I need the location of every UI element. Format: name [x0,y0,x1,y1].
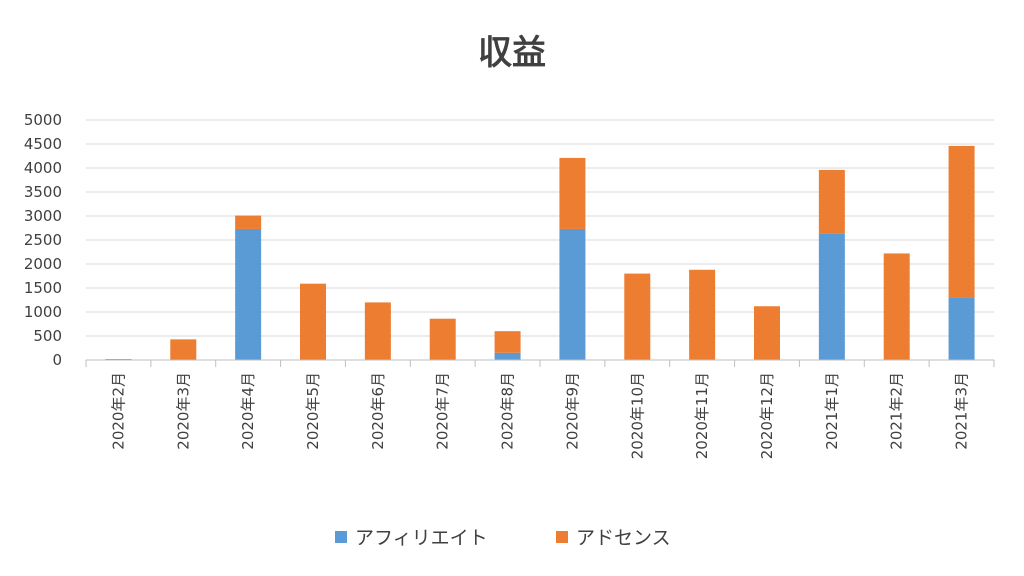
y-tick-label: 4000 [24,159,62,177]
legend-swatch [335,531,347,543]
x-tick-label: 2020年3月 [174,372,192,450]
y-tick-label: 2500 [24,231,62,249]
x-axis: 2020年2月 2020年3月 2020年4月 2020年5月 2020年6月 2020年… [85,359,995,459]
bar-segment-adsense [494,331,521,353]
y-tick-label: 1500 [24,279,62,297]
y-tick-label: 500 [33,327,62,345]
y-tick-label: 4500 [24,135,62,153]
x-tick-label: 2020年5月 [304,372,322,450]
bar-segment-adsense [624,273,651,360]
bar-segment-adsense [235,215,262,229]
bar-segment-adsense [170,339,197,360]
bar-segment-adsense [818,169,845,234]
bar-segment-affiliate [494,352,521,360]
y-tick-label: 5000 [24,111,62,129]
x-tick-label: 2020年11月 [693,372,711,459]
y-tick-label: 2000 [24,255,62,273]
legend-label: アフィリエイト [355,527,488,549]
legend-swatch [556,531,568,543]
bar-segment-adsense [689,269,716,360]
y-tick-label: 1000 [24,303,62,321]
x-tick-label: 2021年1月 [823,372,841,450]
bar-segment-affiliate [559,228,586,360]
y-tick-label: 3000 [24,207,62,225]
bar-segment-affiliate [818,233,845,360]
legend-label: アドセンス [576,527,671,549]
bar-segment-adsense [754,306,780,360]
x-tick-label: 2021年2月 [888,372,906,450]
bar-segment-adsense [948,145,975,298]
x-tick-label: 2020年12月 [758,372,776,459]
y-tick-label: 3500 [24,183,62,201]
bar-segment-adsense [429,318,456,360]
x-tick-label: 2020年8月 [499,372,517,450]
chart-title: 収益 [478,33,546,73]
bar-segment-adsense [883,253,910,360]
x-tick-label: 2020年9月 [563,372,581,450]
x-tick-label: 2020年10月 [628,372,646,459]
bar-segment-adsense [300,283,326,360]
bar-segment-affiliate [235,228,262,360]
bars [105,145,975,360]
gridlines [86,119,994,337]
legend: アフィリエイト アドセンス [335,527,671,549]
bar-segment-adsense [559,157,586,229]
x-tick-label: 2020年7月 [434,372,452,450]
x-tick-label: 2021年3月 [953,372,971,450]
y-tick-label: 0 [52,351,62,369]
y-axis-ticks: 0 500 1000 1500 2000 2500 3000 3500 4000 4500 5000 [24,111,62,369]
x-tick-label: 2020年6月 [369,372,387,450]
x-tick-label: 2020年2月 [109,372,127,450]
bar-segment-affiliate [948,297,975,360]
bar-segment-adsense [364,302,391,360]
x-tick-label: 2020年4月 [239,372,257,450]
